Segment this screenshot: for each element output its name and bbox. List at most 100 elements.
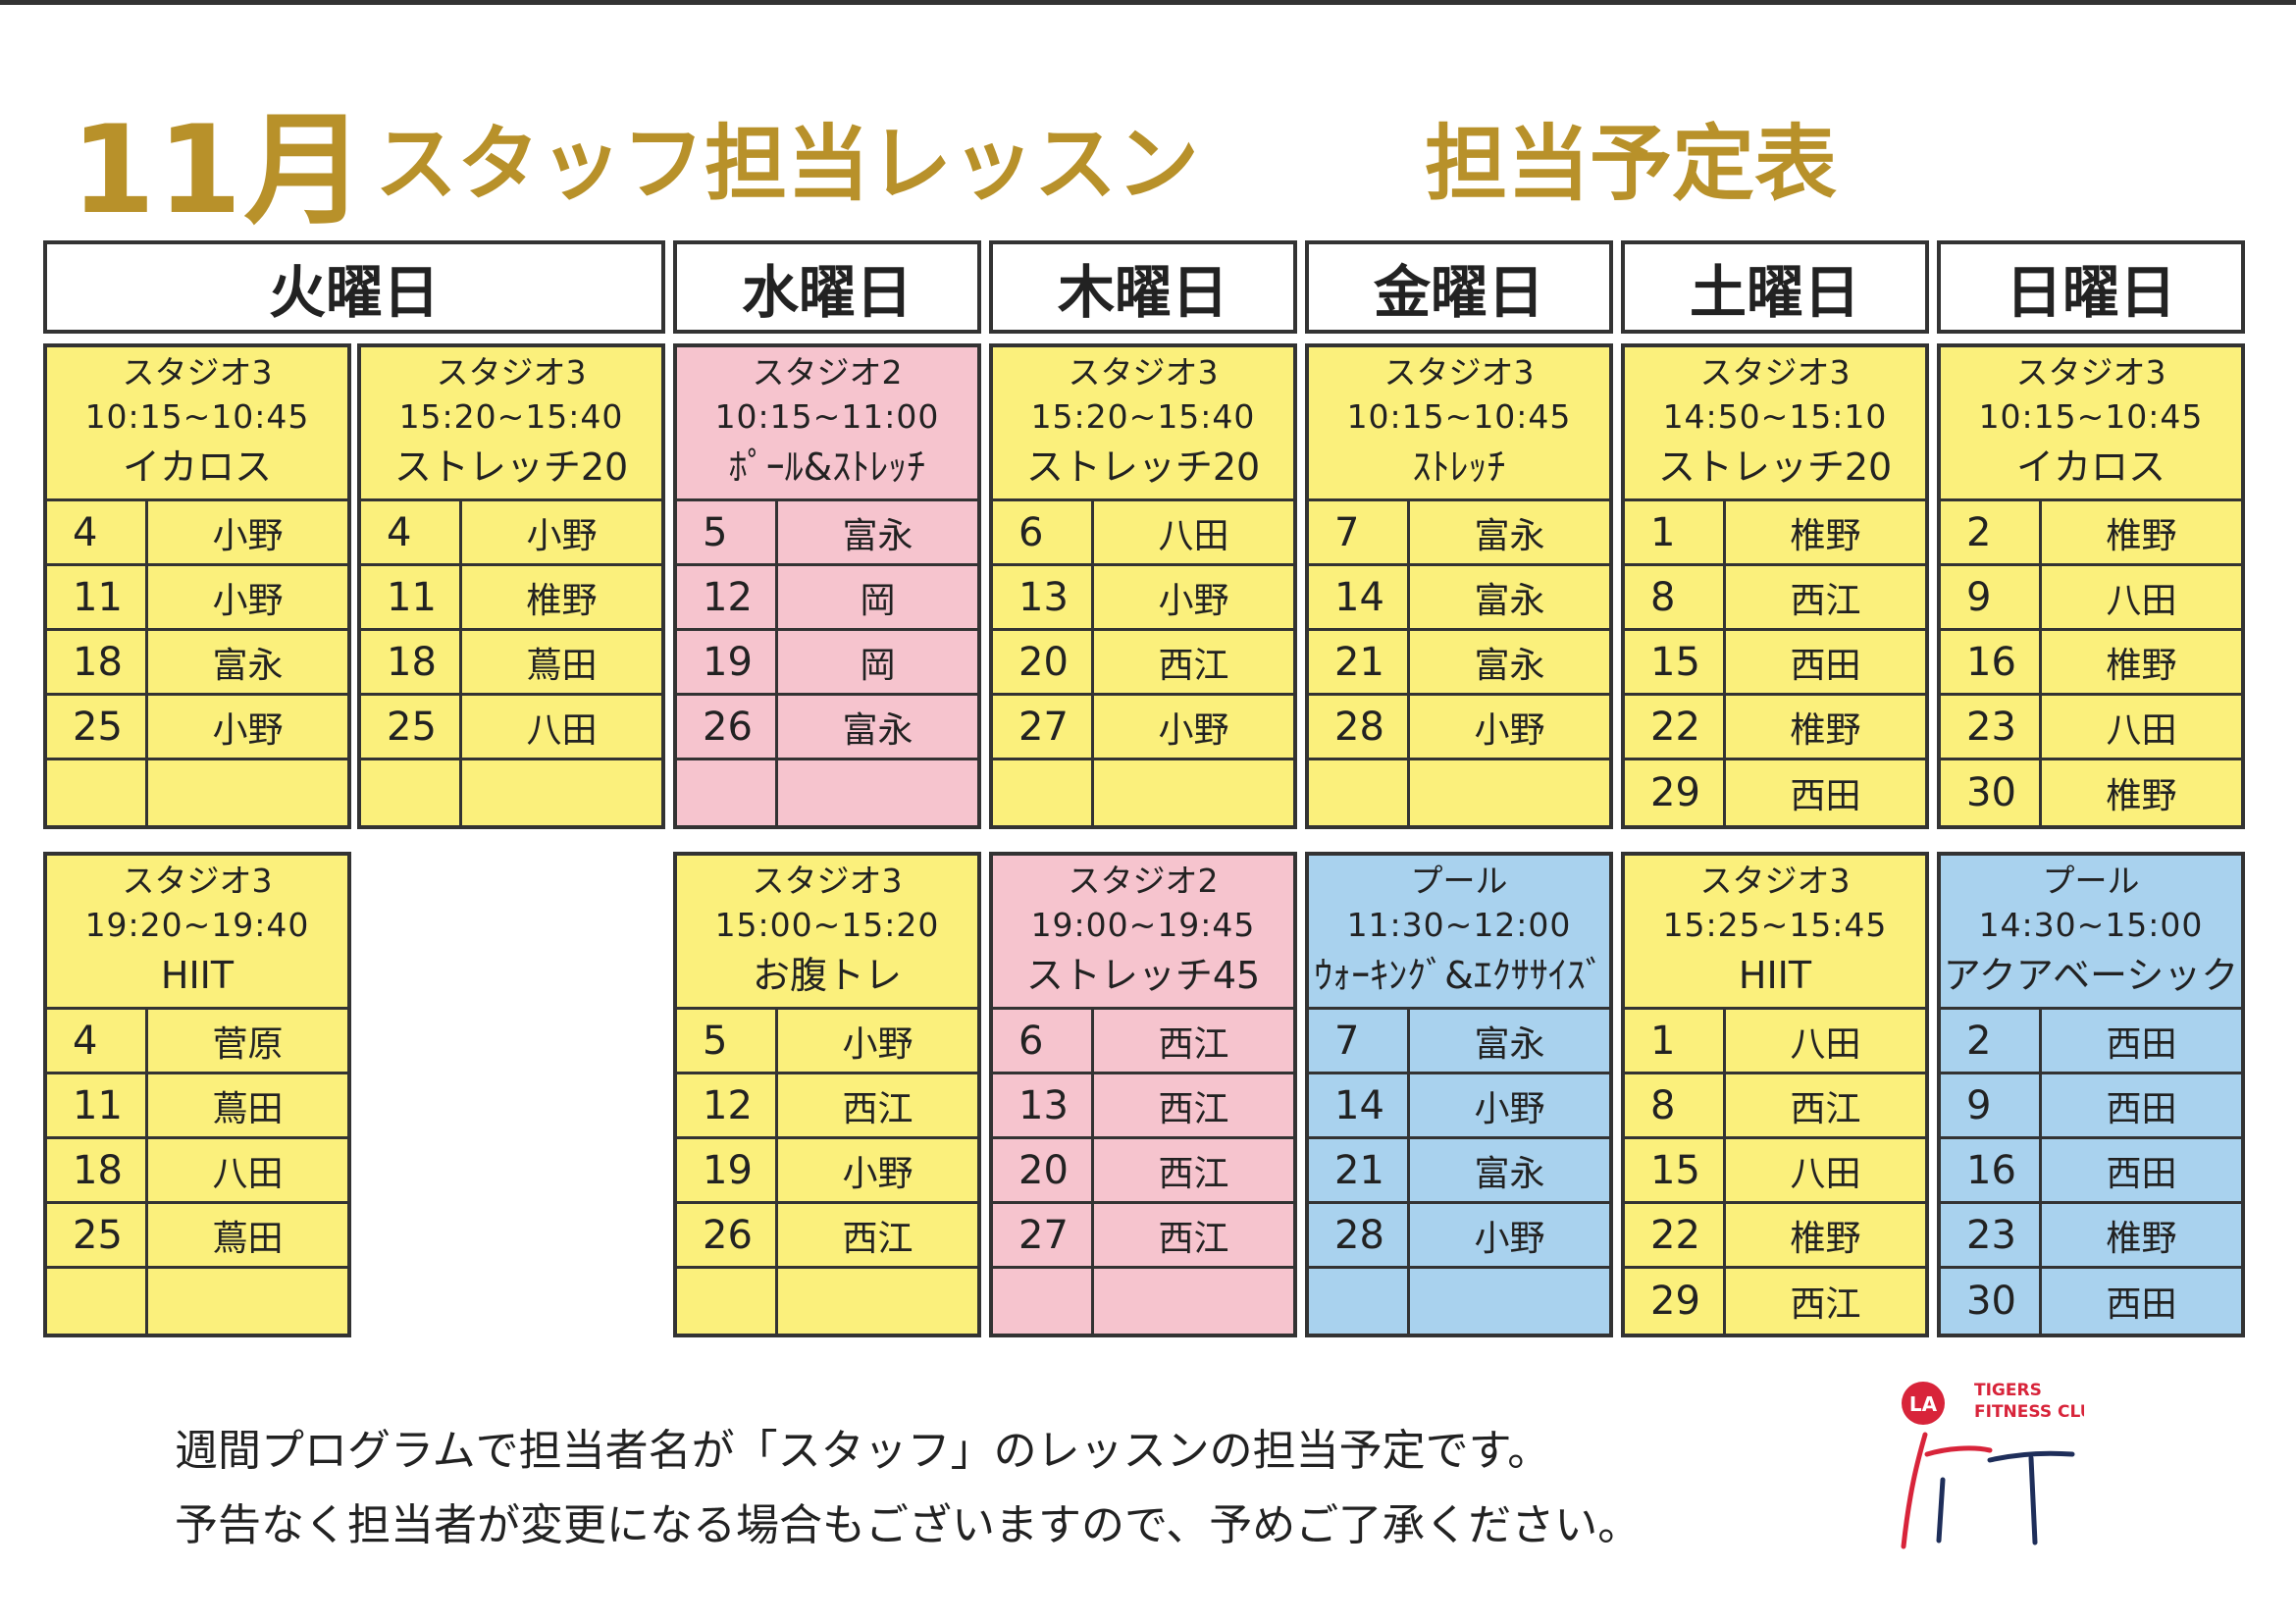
schedule-row [1309,1269,1609,1334]
row-date: 16 [1941,1139,2042,1201]
schedule-row: 28 小野 [1309,696,1609,760]
row-date: 29 [1625,1269,1726,1334]
row-instructor: 西江 [1158,1153,1229,1194]
row-instructor [462,760,661,825]
schedule-row: 5 富永 [677,501,977,566]
row-instructor: 椎野 [2106,776,2177,816]
row-date: 5 [677,1010,778,1072]
day-header-friday: 金曜日 [1305,240,1613,334]
schedule-row: 25 蔦田 [47,1204,347,1269]
logo-t-stroke [1987,1450,2075,1545]
class-name: ｽﾄﾚｯﾁ [1412,445,1506,489]
row-date: 21 [1309,1139,1410,1201]
row-date: 7 [1309,501,1410,563]
class-name: ストレッチ20 [1657,445,1893,489]
row-instructor: 西田 [2106,1153,2177,1194]
row-date: 18 [361,631,462,693]
row-instructor: 富永 [1474,645,1545,686]
lesson-card-wed-1: スタジオ2 10:15~11:00 ﾎﾟｰﾙ&ｽﾄﾚｯﾁ 5 富永 12 岡 19 岡 26 富永 [673,343,981,829]
row-date: 1 [1625,501,1726,563]
lesson-card-thu-1: スタジオ3 15:20~15:40 ストレッチ20 6 八田 13 小野 20 西江 27 小野 [989,343,1297,829]
schedule-row: 6 西江 [993,1010,1293,1074]
row-date [361,760,462,825]
class-name: ストレッチ20 [393,445,629,489]
row-instructor [1094,760,1293,825]
schedule-row: 18 蔦田 [361,631,661,696]
schedule-row: 9 西田 [1941,1074,2241,1139]
lesson-header: スタジオ2 19:00~19:45 ストレッチ45 [993,856,1293,1010]
lesson-header: スタジオ3 15:20~15:40 ストレッチ20 [361,347,661,501]
row-instructor: 西田 [2106,1023,2177,1065]
time-label: 15:25~15:45 [1662,906,1888,944]
schedule-row [47,760,347,825]
schedule-row: 30 椎野 [1941,760,2241,825]
logo-tigers-text: TIGERS [1974,1381,2042,1400]
title-sub: 担当予定表 [1425,116,1838,212]
schedule-row: 28 小野 [1309,1204,1609,1269]
row-instructor [148,1269,347,1334]
row-instructor: 岡 [860,580,896,621]
row-instructor: 西江 [842,1218,913,1259]
schedule-row: 19 岡 [677,631,977,696]
row-date: 7 [1309,1010,1410,1072]
row-date: 14 [1309,1074,1410,1136]
row-instructor: 八田 [1790,1153,1861,1194]
logo-red-circle [1902,1382,1945,1425]
day-header-saturday: 土曜日 [1621,240,1929,334]
row-date [47,1269,148,1334]
row-instructor: 西江 [1158,645,1229,686]
lesson-card-sun-1: スタジオ3 10:15~10:45 イカロス 2 椎野 9 八田 16 椎野 23 八田 30 椎野 [1937,343,2245,829]
row-date: 27 [993,696,1094,758]
row-date: 1 [1625,1010,1726,1072]
row-instructor: 八田 [1790,1023,1861,1065]
row-date: 26 [677,696,778,758]
schedule-row [677,1269,977,1334]
row-date: 13 [993,1074,1094,1136]
row-date: 25 [361,696,462,758]
schedule-row: 12 西江 [677,1074,977,1139]
day-header-tuesday: 火曜日 [43,240,665,334]
row-date: 14 [1309,566,1410,628]
schedule-row: 8 西江 [1625,566,1925,631]
schedule-row: 14 富永 [1309,566,1609,631]
row-instructor: 椎野 [2106,645,2177,686]
row-date: 6 [993,1010,1094,1072]
schedule-row: 21 富永 [1309,1139,1609,1204]
time-label: 11:30~12:00 [1346,906,1572,944]
title-month: 11月 [71,100,368,241]
schedule-row: 20 西江 [993,1139,1293,1204]
studio-label: プール [2042,862,2140,900]
schedule-row: 16 椎野 [1941,631,2241,696]
row-date: 8 [1625,566,1726,628]
row-date: 25 [47,1204,148,1266]
schedule-row: 11 蔦田 [47,1074,347,1139]
row-date: 19 [677,631,778,693]
lesson-header: スタジオ3 15:20~15:40 ストレッチ20 [993,347,1293,501]
lesson-header: スタジオ3 10:15~10:45 イカロス [1941,347,2241,501]
lesson-header: スタジオ3 15:00~15:20 お腹トレ [677,856,977,1010]
schedule-row: 11 椎野 [361,566,661,631]
schedule-row: 29 西田 [1625,760,1925,825]
schedule-row: 12 岡 [677,566,977,631]
row-instructor: 小野 [1474,1218,1545,1259]
row-date: 30 [1941,1269,2042,1334]
time-label: 19:00~19:45 [1030,906,1256,944]
schedule-row: 14 小野 [1309,1074,1609,1139]
row-date: 20 [993,1139,1094,1201]
row-instructor: 西江 [1790,1284,1861,1325]
lesson-card-thu-2: スタジオ2 19:00~19:45 ストレッチ45 6 西江 13 西江 20 西江 27 西江 [989,852,1297,1337]
schedule-row: 1 椎野 [1625,501,1925,566]
row-date [993,760,1094,825]
row-date [677,1269,778,1334]
logo-f-stroke [1901,1432,1993,1549]
row-date: 22 [1625,696,1726,758]
row-date: 4 [47,501,148,563]
schedule-row: 18 富永 [47,631,347,696]
time-label: 10:15~10:45 [1978,397,2204,436]
la-fit-logo-graphic: LA TIGERS FITNESS CLUB [1901,1381,2106,1549]
row-date: 23 [1941,1204,2042,1266]
row-date: 23 [1941,696,2042,758]
row-instructor: 富永 [842,515,913,556]
row-date [1309,1269,1410,1334]
lesson-card-tue-1: スタジオ3 10:15~10:45 イカロス 4 小野 11 小野 18 富永 25 小野 [43,343,351,829]
